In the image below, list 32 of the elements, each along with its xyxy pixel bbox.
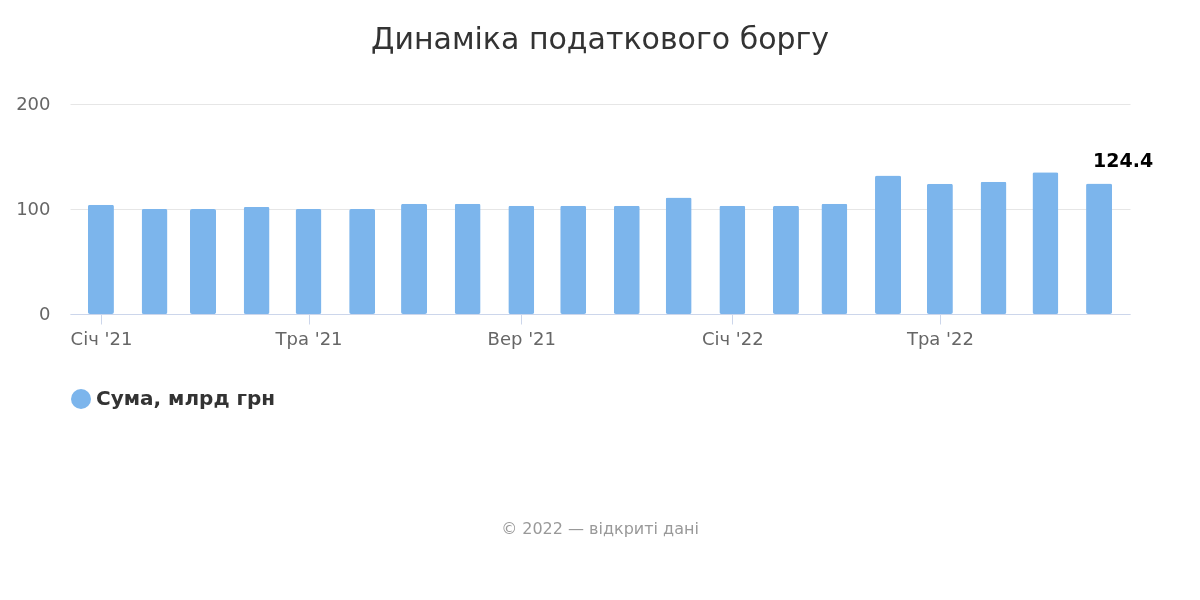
bar <box>560 205 587 314</box>
bar <box>875 175 902 314</box>
bar <box>1032 172 1059 314</box>
bar <box>719 205 746 314</box>
bar <box>613 205 640 314</box>
text: © 2022 — відкриті дані <box>501 519 699 538</box>
y-tick-label: 0 <box>39 302 51 324</box>
bar <box>401 203 428 314</box>
bar <box>508 205 535 314</box>
bar <box>141 209 168 314</box>
x-tick-label: Вер '21 <box>487 327 557 349</box>
bar <box>454 203 481 314</box>
bar <box>665 197 692 314</box>
bar <box>87 204 114 314</box>
bar <box>190 209 217 314</box>
x-tick-label: Тра '22 <box>905 327 974 349</box>
data-label: 124.4 <box>1093 149 1154 172</box>
chart-title: Динаміка податкового боргу <box>370 21 830 56</box>
x-tick-label: Січ '22 <box>701 327 764 349</box>
legend-label: Сума, млрд грн <box>96 386 276 410</box>
y-tick-label: 100 <box>16 197 51 219</box>
bar <box>349 209 376 314</box>
bar <box>243 206 270 314</box>
y-tick-label: 200 <box>16 92 51 114</box>
x-tick-label: Тра '21 <box>274 327 343 349</box>
bar <box>772 205 799 314</box>
x-tick-label: Січ '21 <box>70 327 133 349</box>
bar <box>980 181 1007 314</box>
bar <box>821 203 848 314</box>
bar <box>926 183 953 314</box>
bar <box>295 209 322 314</box>
bar <box>1086 183 1113 314</box>
